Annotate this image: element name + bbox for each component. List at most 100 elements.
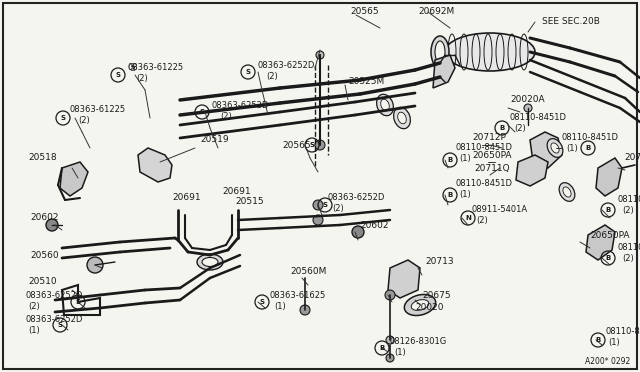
Text: S: S — [58, 322, 63, 328]
Text: (2): (2) — [136, 74, 148, 83]
Text: (2): (2) — [28, 302, 40, 311]
Text: 20020: 20020 — [415, 304, 444, 312]
Text: 20560M: 20560M — [290, 267, 326, 276]
Text: B: B — [447, 157, 452, 163]
Text: 08126-8301G: 08126-8301G — [390, 337, 447, 346]
Text: 08110-8451D: 08110-8451D — [562, 134, 619, 142]
Text: N: N — [465, 215, 471, 221]
Text: 20650PA: 20650PA — [472, 151, 511, 160]
Ellipse shape — [397, 112, 406, 124]
Text: 08110-8451D: 08110-8451D — [510, 113, 567, 122]
Text: 20691: 20691 — [222, 187, 251, 196]
Text: S: S — [259, 299, 264, 305]
Polygon shape — [530, 132, 562, 168]
Text: (1): (1) — [459, 189, 471, 199]
Text: 08363-6252D: 08363-6252D — [258, 61, 316, 70]
Text: 08110-8451D: 08110-8451D — [618, 196, 640, 205]
Ellipse shape — [313, 200, 323, 210]
Ellipse shape — [386, 336, 394, 344]
Ellipse shape — [547, 139, 563, 157]
Ellipse shape — [315, 140, 325, 150]
Text: 20515: 20515 — [235, 198, 264, 206]
Text: (2): (2) — [514, 125, 525, 134]
Text: 08911-5401A: 08911-5401A — [472, 205, 528, 215]
Text: 20565: 20565 — [350, 7, 379, 16]
Ellipse shape — [316, 51, 324, 59]
Ellipse shape — [404, 295, 436, 315]
Ellipse shape — [431, 36, 449, 68]
Text: S: S — [310, 142, 314, 148]
Text: 08110-8451D: 08110-8451D — [455, 144, 512, 153]
Text: 08110-8451D: 08110-8451D — [618, 244, 640, 253]
Text: 20711Q: 20711Q — [474, 164, 509, 173]
Ellipse shape — [385, 290, 395, 300]
Text: (2): (2) — [220, 112, 232, 121]
Text: (1): (1) — [459, 154, 471, 164]
Ellipse shape — [313, 215, 323, 225]
Text: 20691: 20691 — [172, 193, 200, 202]
Text: B: B — [499, 125, 504, 131]
Text: 20712PA: 20712PA — [624, 154, 640, 163]
Text: 08363-6252D: 08363-6252D — [212, 100, 269, 109]
Text: 20713: 20713 — [425, 257, 454, 266]
Ellipse shape — [445, 33, 535, 71]
Text: 08110-8451D: 08110-8451D — [606, 327, 640, 337]
Text: (2): (2) — [476, 217, 488, 225]
Text: (2): (2) — [266, 71, 278, 80]
Text: 20692M: 20692M — [418, 7, 454, 16]
Text: SEE SEC.20B: SEE SEC.20B — [542, 17, 600, 26]
Text: 08363-6252D: 08363-6252D — [25, 292, 83, 301]
Ellipse shape — [376, 94, 394, 116]
Text: 20675: 20675 — [422, 291, 451, 299]
Ellipse shape — [412, 299, 429, 310]
Text: (2): (2) — [622, 254, 634, 263]
Text: 20020A: 20020A — [510, 96, 545, 105]
Polygon shape — [433, 55, 455, 88]
Text: (1): (1) — [394, 349, 406, 357]
Ellipse shape — [551, 143, 559, 153]
Polygon shape — [586, 225, 615, 260]
Text: (1): (1) — [608, 339, 620, 347]
Text: (1): (1) — [28, 327, 40, 336]
Ellipse shape — [46, 219, 58, 231]
Text: 20525M: 20525M — [348, 77, 384, 87]
Text: S: S — [246, 69, 250, 75]
Text: 20565: 20565 — [282, 141, 310, 150]
Text: 20519: 20519 — [200, 135, 228, 144]
Text: 08363-61225: 08363-61225 — [128, 64, 184, 73]
Text: (1): (1) — [566, 144, 578, 154]
Text: ⑤: ⑤ — [127, 63, 137, 73]
Text: B: B — [595, 337, 600, 343]
Text: B: B — [605, 255, 611, 261]
Ellipse shape — [87, 257, 103, 273]
Polygon shape — [138, 148, 172, 182]
Ellipse shape — [202, 257, 218, 266]
Text: (2): (2) — [332, 205, 344, 214]
Polygon shape — [596, 158, 622, 196]
Text: B: B — [586, 145, 591, 151]
Text: S: S — [61, 115, 65, 121]
Ellipse shape — [559, 183, 575, 201]
Text: S: S — [200, 109, 205, 115]
Text: B: B — [380, 345, 385, 351]
Text: B: B — [605, 207, 611, 213]
Text: 20650PA: 20650PA — [590, 231, 630, 240]
Text: (2): (2) — [622, 206, 634, 215]
Text: 08110-8451D: 08110-8451D — [455, 179, 512, 187]
Text: 08363-61225: 08363-61225 — [70, 106, 126, 115]
Text: 20560: 20560 — [30, 250, 59, 260]
Polygon shape — [388, 260, 420, 298]
Ellipse shape — [563, 187, 571, 197]
Text: (1): (1) — [274, 301, 285, 311]
Ellipse shape — [394, 107, 410, 129]
Ellipse shape — [386, 354, 394, 362]
Text: 20518: 20518 — [28, 154, 56, 163]
Ellipse shape — [197, 254, 223, 270]
Text: S: S — [76, 299, 81, 305]
Text: 20602: 20602 — [360, 221, 388, 230]
Text: B: B — [447, 192, 452, 198]
Text: S: S — [115, 72, 120, 78]
Text: 20602: 20602 — [30, 214, 58, 222]
Text: S: S — [323, 202, 328, 208]
Text: A200* 0292: A200* 0292 — [585, 357, 630, 366]
